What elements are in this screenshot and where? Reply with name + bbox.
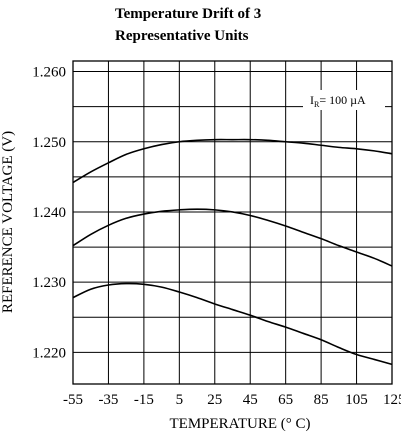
- series-line-1: [72, 138, 393, 184]
- annotation-main: I: [310, 93, 314, 107]
- x-tick-label: -55: [63, 392, 83, 408]
- x-axis-tick-labels: -55 -35 -15 5 25 45 65 85 105 125: [63, 392, 401, 408]
- x-tick-label: 105: [345, 392, 368, 408]
- y-tick-label: 1.260: [32, 65, 66, 81]
- series-line-2: [72, 208, 393, 267]
- x-tick-label: 125: [383, 392, 401, 408]
- x-tick-label: 25: [207, 392, 222, 408]
- current-annotation: IR= 100 µA: [303, 90, 385, 110]
- y-tick-label: 1.240: [32, 205, 66, 221]
- x-tick-label: 85: [314, 392, 329, 408]
- y-axis-tick-labels: 1.220 1.230 1.240 1.250 1.260: [32, 65, 66, 362]
- series-lines: [72, 138, 393, 366]
- chart-title-line-2: Representative Units: [115, 28, 249, 44]
- series-line-3: [72, 282, 393, 366]
- chart-title-line-1: Temperature Drift of 3: [115, 6, 262, 22]
- grid: [73, 61, 392, 384]
- plot-frame: [72, 60, 393, 385]
- x-tick-label: 45: [243, 392, 258, 408]
- x-axis-label: TEMPERATURE (° C): [170, 416, 311, 432]
- y-axis-label: REFERENCE VOLTAGE (V): [0, 131, 16, 313]
- annotation-background: [303, 90, 385, 110]
- x-tick-label: -15: [134, 392, 154, 408]
- y-tick-label: 1.220: [32, 345, 66, 361]
- y-tick-label: 1.230: [32, 275, 66, 291]
- x-tick-label: 5: [176, 392, 184, 408]
- x-tick-label: 65: [278, 392, 293, 408]
- x-tick-label: -35: [98, 392, 118, 408]
- y-tick-label: 1.250: [32, 135, 66, 151]
- annotation-value: = 100 µA: [319, 93, 366, 107]
- annotation-text: IR= 100 µA: [310, 93, 366, 109]
- annotation-subscript: R: [314, 100, 320, 109]
